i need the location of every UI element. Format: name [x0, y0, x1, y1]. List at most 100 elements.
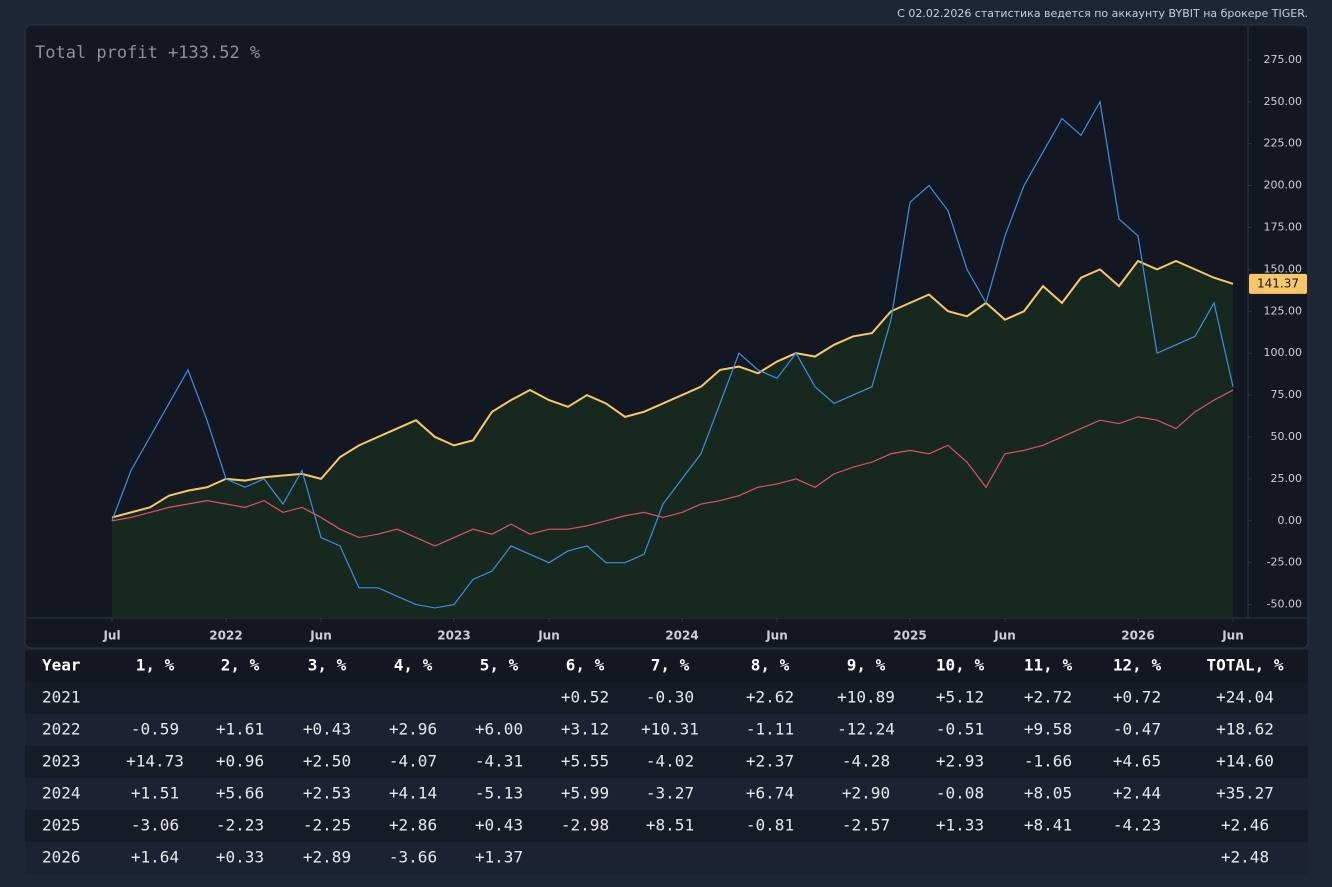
- table-cell: +2.90: [842, 784, 890, 803]
- y-tick-label: 25.00: [1271, 472, 1303, 485]
- x-tick-label: 2025: [893, 629, 926, 643]
- x-tick-label: 2024: [665, 629, 698, 643]
- table-cell: +1.64: [131, 848, 179, 867]
- table-cell: +2.50: [303, 752, 351, 771]
- header-cell: 9, %: [847, 656, 886, 675]
- price-label: 141.37: [1257, 276, 1299, 290]
- table-row-bg: [25, 714, 1308, 746]
- table-cell: +2.44: [1113, 784, 1161, 803]
- table-cell: +8.41: [1024, 816, 1072, 835]
- table-cell: 2025: [42, 816, 81, 835]
- table-cell: +4.65: [1113, 752, 1161, 771]
- table-cell: +1.37: [475, 848, 523, 867]
- x-tick-label: 2022: [209, 629, 242, 643]
- table-cell: +1.51: [131, 784, 179, 803]
- y-tick-label: 250.00: [1264, 95, 1303, 108]
- table-cell: -5.13: [475, 784, 523, 803]
- y-tick-label: 75.00: [1271, 388, 1303, 401]
- y-tick-label: 225.00: [1264, 137, 1303, 150]
- table-cell: -2.98: [561, 816, 609, 835]
- x-tick-label: Jun: [1221, 629, 1244, 643]
- table-cell: -1.66: [1024, 752, 1072, 771]
- table-cell: -2.25: [303, 816, 351, 835]
- header-cell: 6, %: [566, 656, 605, 675]
- header-cell: 7, %: [651, 656, 690, 675]
- table-cell: +14.60: [1216, 752, 1274, 771]
- table-header-bg: [25, 650, 1308, 682]
- table-cell: -0.81: [746, 816, 794, 835]
- y-tick-label: 150.00: [1264, 262, 1303, 275]
- table-cell: +18.62: [1216, 720, 1274, 739]
- table-cell: -3.06: [131, 816, 179, 835]
- table-cell: +5.55: [561, 752, 609, 771]
- table-cell: +3.12: [561, 720, 609, 739]
- table-cell: +5.99: [561, 784, 609, 803]
- table-row-bg: [25, 810, 1308, 842]
- table-cell: -4.31: [475, 752, 523, 771]
- x-tick-label: Jul: [102, 629, 120, 643]
- table-cell: -0.51: [936, 720, 984, 739]
- y-tick-label: 175.00: [1264, 220, 1303, 233]
- table-cell: -4.28: [842, 752, 890, 771]
- table-cell: +2.62: [746, 688, 794, 707]
- table-cell: +0.43: [475, 816, 523, 835]
- table-cell: +6.00: [475, 720, 523, 739]
- x-tick-label: Jun: [537, 629, 560, 643]
- table-cell: -0.47: [1113, 720, 1161, 739]
- x-tick-label: 2023: [437, 629, 470, 643]
- table-cell: -0.59: [131, 720, 179, 739]
- table-cell: +8.05: [1024, 784, 1072, 803]
- table-cell: 2021: [42, 688, 81, 707]
- table-cell: 2022: [42, 720, 81, 739]
- table-cell: 2026: [42, 848, 81, 867]
- table-cell: +14.73: [126, 752, 184, 771]
- table-row-bg: [25, 746, 1308, 778]
- header-cell: 2, %: [221, 656, 260, 675]
- table-cell: +2.37: [746, 752, 794, 771]
- table-cell: 2023: [42, 752, 81, 771]
- header-cell: 10, %: [936, 656, 985, 675]
- header-cell: Year: [42, 656, 81, 675]
- y-tick-label: 275.00: [1264, 53, 1303, 66]
- table-row-bg: [25, 682, 1308, 714]
- table-cell: +1.33: [936, 816, 984, 835]
- table: Year 1, % 2, % 3, % 4, % 5, % 6, % 7, % 8, % 9, %…: [25, 650, 1308, 874]
- table-row-bg: [25, 778, 1308, 810]
- table-row-bg: [25, 842, 1308, 874]
- x-tick-label: 2026: [1121, 629, 1154, 643]
- header-cell: 11, %: [1024, 656, 1073, 675]
- price-label-box: [1249, 273, 1307, 294]
- table-cell: 2024: [42, 784, 81, 803]
- x-tick-label: Jun: [993, 629, 1016, 643]
- table-cell: +2.53: [303, 784, 351, 803]
- y-tick-label: 200.00: [1264, 179, 1303, 192]
- x-tick-label: Jun: [309, 629, 332, 643]
- table-cell: -4.07: [389, 752, 437, 771]
- area-fill: [112, 260, 1233, 618]
- y-tick-label: -50.00: [1267, 598, 1302, 611]
- header-cell: 8, %: [751, 656, 790, 675]
- table-cell: -0.30: [646, 688, 694, 707]
- table-cell: +9.58: [1024, 720, 1072, 739]
- table-cell: +2.93: [936, 752, 984, 771]
- header-cell: 1, %: [136, 656, 175, 675]
- table-cell: +2.46: [1221, 816, 1269, 835]
- table-cell: -3.27: [646, 784, 694, 803]
- table-cell: -0.08: [936, 784, 984, 803]
- table-cell: -4.23: [1113, 816, 1161, 835]
- table-cell: -4.02: [646, 752, 694, 771]
- header-cell: 3, %: [308, 656, 347, 675]
- table-cell: +6.74: [746, 784, 794, 803]
- table-cell: -12.24: [837, 720, 895, 739]
- y-tick-label: 50.00: [1271, 430, 1303, 443]
- y-tick-label: 125.00: [1264, 304, 1303, 317]
- series-line: [111, 259, 1234, 519]
- x-tick-label: Jun: [765, 629, 788, 643]
- table-cell: +10.31: [641, 720, 699, 739]
- table-cell: +0.96: [216, 752, 264, 771]
- table-cell: +5.12: [936, 688, 984, 707]
- y-tick-label: 0.00: [1278, 514, 1303, 527]
- table-cell: -2.57: [842, 816, 890, 835]
- plot: -50.00 -25.00 0.00 25.00 50.00 75.00 100.00 125…: [102, 53, 1307, 643]
